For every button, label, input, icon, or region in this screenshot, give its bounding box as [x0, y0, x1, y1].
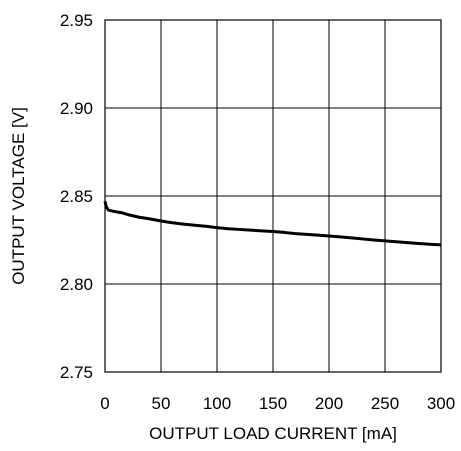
y-tick-label: 2.90 [60, 99, 93, 118]
y-tick-label: 2.80 [60, 275, 93, 294]
plot-frame [104, 19, 442, 373]
y-tick-label: 2.95 [60, 11, 93, 30]
x-tick-label: 250 [371, 394, 399, 413]
series-line [103, 200, 442, 247]
x-tick-label: 100 [203, 394, 231, 413]
y-tick-labels: 2.75 2.80 2.85 2.90 2.95 [60, 11, 93, 382]
x-tick-labels: 0 50 100 150 200 250 300 [100, 394, 455, 413]
x-tick-label: 200 [315, 394, 343, 413]
x-tick-label: 0 [100, 394, 109, 413]
x-tick-label: 50 [152, 394, 171, 413]
y-tick-label: 2.85 [60, 187, 93, 206]
x-tick-label: 300 [427, 394, 455, 413]
x-tick-label: 150 [259, 394, 287, 413]
series-layer [103, 200, 442, 247]
x-axis-label: OUTPUT LOAD CURRENT [mA] [149, 424, 397, 443]
y-tick-label: 2.75 [60, 363, 93, 382]
grid [105, 20, 441, 372]
y-axis-label: OUTPUT VOLTAGE [V] [9, 107, 28, 285]
